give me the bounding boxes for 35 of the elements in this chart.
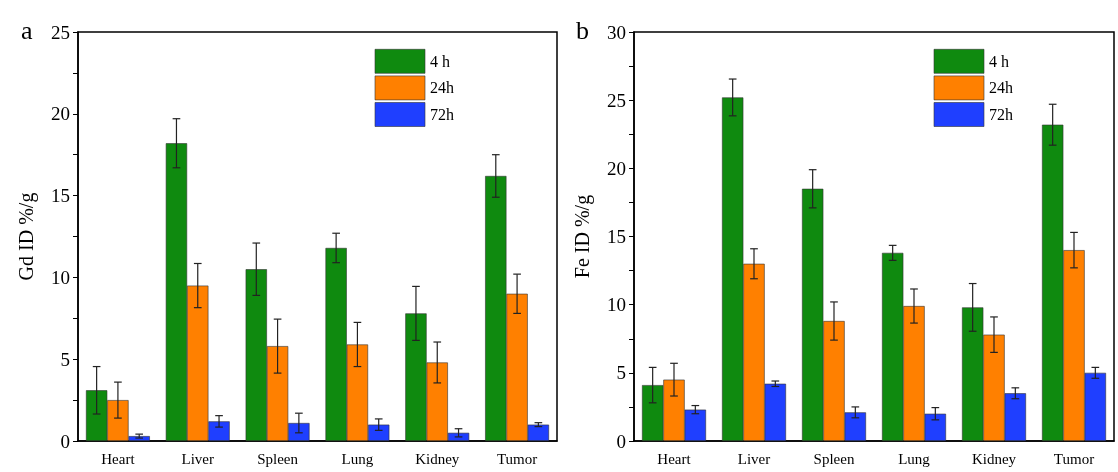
y-axis-title: Fe ID %/g (571, 194, 594, 279)
x-tick-label: Lung (898, 450, 931, 467)
y-tick-label: 15 (607, 226, 626, 247)
y-tick-label: 0 (60, 430, 70, 452)
x-tick-label: Liver (181, 450, 214, 467)
y-tick-label: 30 (607, 21, 626, 43)
y-tick-label: 25 (51, 21, 70, 43)
y-tick-label: 20 (51, 103, 70, 125)
legend-label: 72h (430, 106, 454, 123)
x-tick-label: Kidney (415, 450, 460, 467)
x-tick-label: Heart (101, 450, 136, 467)
legend-label: 24h (430, 79, 454, 97)
x-tick-label: Spleen (257, 450, 299, 467)
x-tick-label: Kidney (971, 450, 1017, 467)
y-axis-title: Gd ID %/g (15, 192, 38, 281)
y-tick-label: 5 (60, 348, 70, 370)
legend-label: 24h (989, 79, 1013, 97)
y-tick-label: 0 (616, 430, 626, 452)
y-tick-label: 25 (607, 89, 626, 111)
x-tick-label: Liver (737, 450, 771, 467)
x-tick-label: Spleen (813, 450, 855, 467)
legend-label: 4 h (430, 52, 450, 70)
chart-title: b (576, 15, 589, 45)
legend-label: 4 h (989, 52, 1009, 70)
x-tick-label: Tumor (1053, 450, 1095, 467)
x-tick-label: Lung (341, 450, 374, 467)
chart-title: a (21, 15, 33, 45)
y-tick-label: 5 (616, 362, 626, 384)
x-tick-label: Tumor (496, 450, 538, 467)
y-tick-label: 20 (607, 157, 626, 179)
y-tick-label: 10 (607, 294, 626, 316)
y-tick-label: 15 (51, 185, 70, 207)
x-tick-label: Heart (657, 450, 692, 467)
y-tick-label: 10 (51, 266, 70, 288)
legend-label: 72h (989, 106, 1013, 123)
